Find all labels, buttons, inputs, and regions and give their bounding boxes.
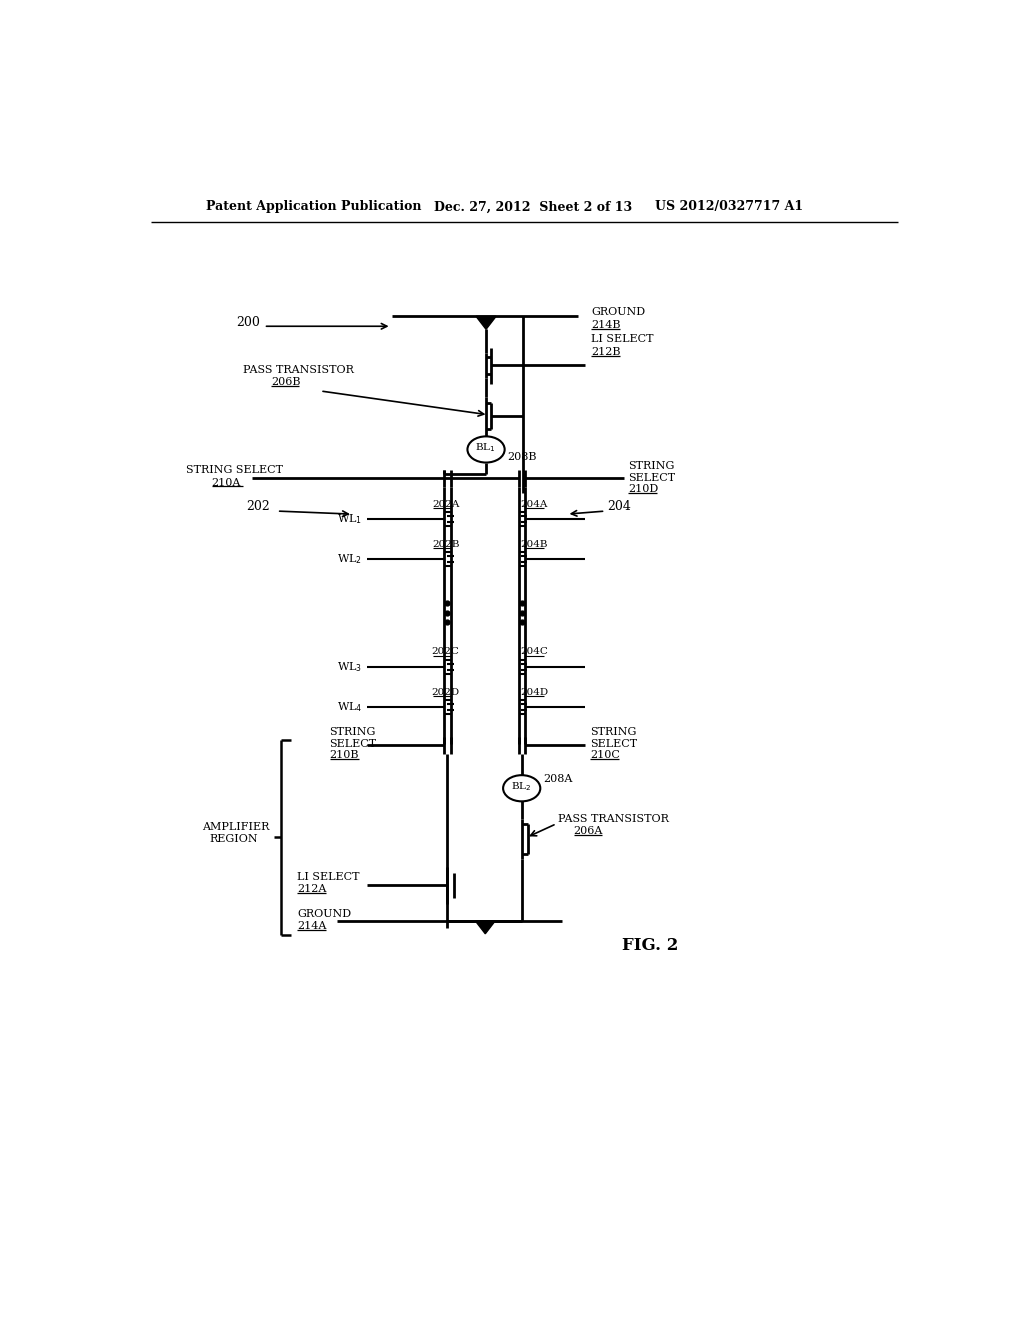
- Text: 206A: 206A: [573, 826, 603, 837]
- Text: BL$_2$: BL$_2$: [511, 780, 531, 793]
- Text: 202B: 202B: [432, 540, 460, 549]
- Text: 210C: 210C: [590, 750, 620, 760]
- Text: 202A: 202A: [432, 500, 460, 508]
- Text: 202: 202: [246, 500, 269, 513]
- Text: 204D: 204D: [520, 688, 548, 697]
- Text: 204A: 204A: [520, 500, 548, 508]
- Text: STRING SELECT: STRING SELECT: [186, 465, 283, 475]
- Text: FIG. 2: FIG. 2: [623, 937, 679, 954]
- Text: 212B: 212B: [592, 347, 621, 356]
- Text: WL$_2$: WL$_2$: [337, 552, 362, 566]
- Polygon shape: [476, 317, 496, 330]
- Text: 204: 204: [607, 500, 631, 513]
- Polygon shape: [475, 921, 496, 933]
- Text: SELECT: SELECT: [330, 739, 377, 748]
- Text: PASS TRANSISTOR: PASS TRANSISTOR: [558, 814, 669, 824]
- Text: WL$_1$: WL$_1$: [337, 512, 362, 525]
- Text: GROUND: GROUND: [592, 308, 645, 317]
- Text: 210D: 210D: [628, 484, 658, 495]
- Text: 204B: 204B: [520, 540, 548, 549]
- Text: WL$_3$: WL$_3$: [337, 660, 362, 673]
- Text: 202D: 202D: [432, 688, 460, 697]
- Text: 200: 200: [237, 315, 260, 329]
- Text: LI SELECT: LI SELECT: [592, 334, 654, 345]
- Text: 214B: 214B: [592, 319, 621, 330]
- Text: LI SELECT: LI SELECT: [297, 871, 359, 882]
- Text: STRING: STRING: [330, 727, 376, 737]
- Text: 212A: 212A: [297, 884, 327, 894]
- Text: BL$_1$: BL$_1$: [475, 441, 496, 454]
- Text: 208B: 208B: [507, 453, 537, 462]
- Text: SELECT: SELECT: [628, 473, 675, 483]
- Text: AMPLIFIER: AMPLIFIER: [202, 822, 269, 832]
- Text: 210A: 210A: [212, 478, 241, 487]
- Text: WL$_4$: WL$_4$: [337, 700, 362, 714]
- Text: PASS TRANSISTOR: PASS TRANSISTOR: [243, 366, 353, 375]
- Text: Patent Application Publication: Patent Application Publication: [206, 201, 421, 214]
- Text: REGION: REGION: [209, 834, 258, 843]
- Text: SELECT: SELECT: [590, 739, 637, 748]
- Text: 202C: 202C: [432, 648, 460, 656]
- Text: US 2012/0327717 A1: US 2012/0327717 A1: [655, 201, 803, 214]
- Text: 210B: 210B: [330, 750, 359, 760]
- Text: 214A: 214A: [297, 921, 327, 931]
- Text: STRING: STRING: [590, 727, 636, 737]
- Text: GROUND: GROUND: [297, 908, 351, 919]
- Text: 206B: 206B: [271, 378, 301, 388]
- Text: STRING: STRING: [628, 462, 674, 471]
- Text: Dec. 27, 2012  Sheet 2 of 13: Dec. 27, 2012 Sheet 2 of 13: [434, 201, 632, 214]
- Text: 204C: 204C: [520, 648, 548, 656]
- Text: 208A: 208A: [544, 774, 572, 784]
